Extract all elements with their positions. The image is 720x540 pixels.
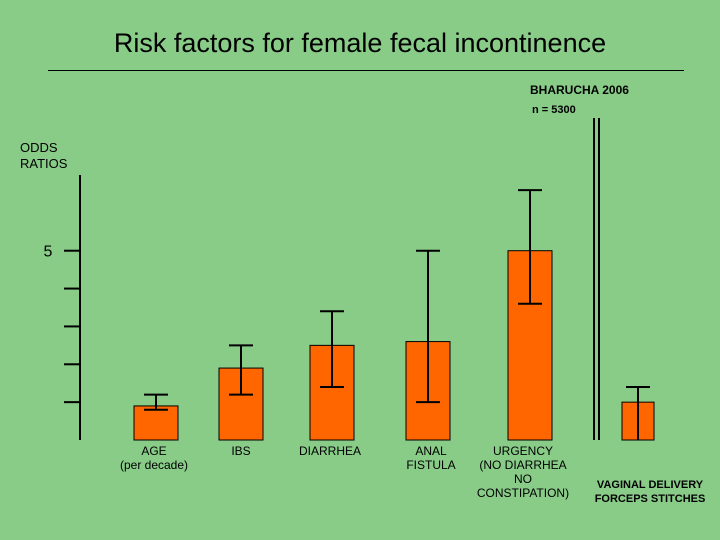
category-label-4: URGENCY (NO DIARRHEA NO CONSTIPATION) — [477, 444, 569, 500]
y-axis-label-text: ODDS RATIOS — [20, 140, 68, 171]
y-axis-label: ODDS RATIOS — [20, 140, 67, 172]
source-label: BHARUCHA 2006 — [530, 83, 629, 97]
y-tick-label: 5 — [44, 244, 53, 261]
bar-0 — [133, 405, 179, 441]
chart-title: Risk factors for female fecal incontinen… — [113, 28, 607, 58]
sample-size-label: n = 5300 — [532, 104, 576, 116]
bar-1 — [218, 367, 264, 441]
category-label-1: IBS — [231, 444, 250, 458]
title-divider — [48, 70, 684, 71]
category-label-3: ANAL FISTULA — [406, 444, 455, 472]
category-label-5: VAGINAL DELIVERY FORCEPS STITCHES — [595, 479, 706, 505]
category-label-2: DIARRHEA — [299, 444, 361, 458]
category-label-0: AGE (per decade) — [120, 444, 188, 472]
